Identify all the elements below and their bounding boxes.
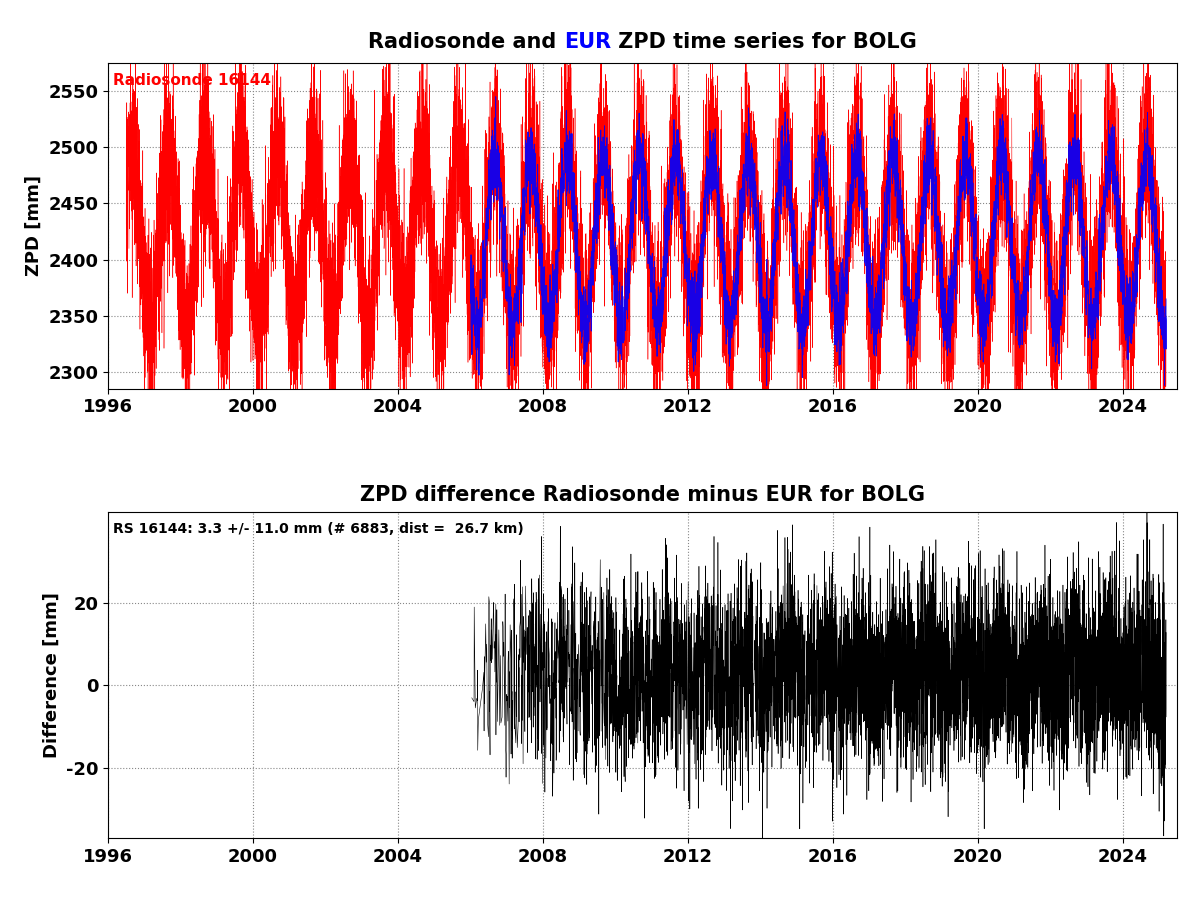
Text: Radiosonde 16144: Radiosonde 16144 [113, 73, 271, 87]
Text: EUR: EUR [563, 32, 611, 51]
Y-axis label: ZPD [mm]: ZPD [mm] [25, 176, 43, 277]
Text: Radiosonde and: Radiosonde and [369, 32, 563, 51]
Text: RS 16144: 3.3 +/- 11.0 mm (# 6883, dist =  26.7 km): RS 16144: 3.3 +/- 11.0 mm (# 6883, dist … [113, 522, 524, 536]
Text: ZPD time series for BOLG: ZPD time series for BOLG [611, 32, 916, 51]
Title: ZPD difference Radiosonde minus EUR for BOLG: ZPD difference Radiosonde minus EUR for … [360, 486, 925, 505]
Y-axis label: Difference [mm]: Difference [mm] [42, 592, 60, 758]
